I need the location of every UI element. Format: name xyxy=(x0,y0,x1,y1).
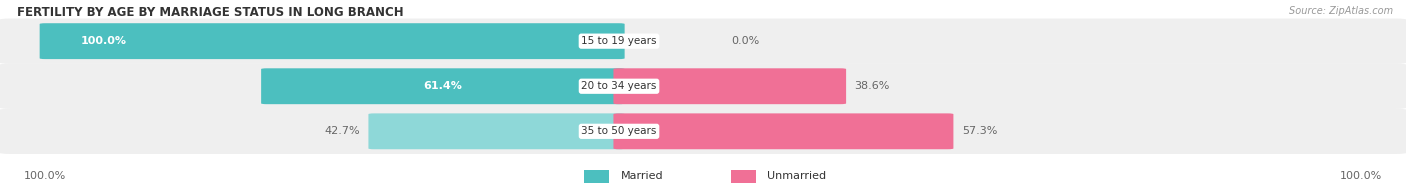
Text: 20 to 34 years: 20 to 34 years xyxy=(581,81,657,91)
FancyBboxPatch shape xyxy=(368,113,624,149)
FancyBboxPatch shape xyxy=(613,68,846,104)
Text: Source: ZipAtlas.com: Source: ZipAtlas.com xyxy=(1289,6,1393,16)
Text: 35 to 50 years: 35 to 50 years xyxy=(581,126,657,136)
FancyBboxPatch shape xyxy=(0,109,1406,154)
FancyBboxPatch shape xyxy=(0,19,1406,64)
FancyBboxPatch shape xyxy=(39,23,624,59)
Text: 42.7%: 42.7% xyxy=(325,126,360,136)
Text: FERTILITY BY AGE BY MARRIAGE STATUS IN LONG BRANCH: FERTILITY BY AGE BY MARRIAGE STATUS IN L… xyxy=(17,6,404,19)
FancyBboxPatch shape xyxy=(583,170,609,183)
FancyBboxPatch shape xyxy=(613,113,953,149)
Text: 15 to 19 years: 15 to 19 years xyxy=(581,36,657,46)
FancyBboxPatch shape xyxy=(262,68,624,104)
Text: 57.3%: 57.3% xyxy=(962,126,997,136)
Text: 38.6%: 38.6% xyxy=(855,81,890,91)
Text: 100.0%: 100.0% xyxy=(24,171,66,181)
Text: 100.0%: 100.0% xyxy=(80,36,127,46)
Text: 61.4%: 61.4% xyxy=(423,81,463,91)
Text: 100.0%: 100.0% xyxy=(1340,171,1382,181)
Text: 0.0%: 0.0% xyxy=(731,36,759,46)
FancyBboxPatch shape xyxy=(731,170,756,183)
FancyBboxPatch shape xyxy=(0,64,1406,109)
Text: Unmarried: Unmarried xyxy=(768,171,827,181)
Text: Married: Married xyxy=(620,171,664,181)
